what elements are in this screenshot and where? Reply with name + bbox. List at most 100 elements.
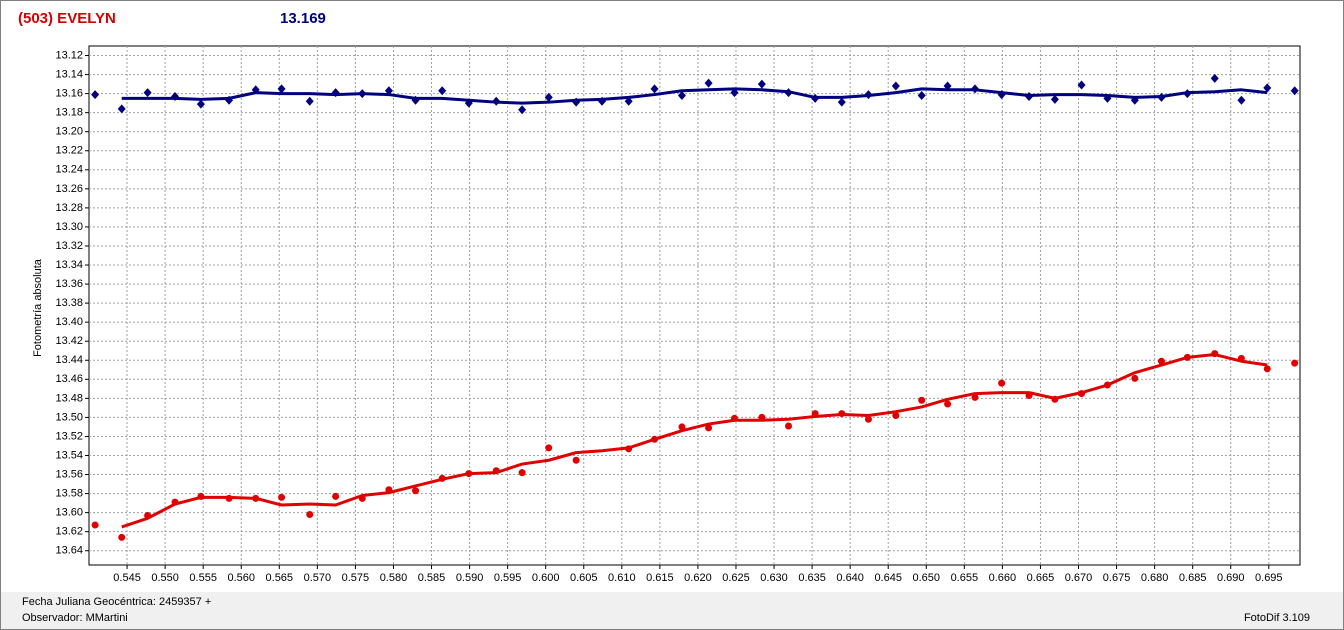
point: [784, 88, 793, 98]
point: [1157, 357, 1165, 365]
point: [918, 396, 926, 404]
footer-bar: [1, 592, 1343, 629]
point: [225, 95, 234, 105]
x-tick-label: 0.630: [760, 572, 788, 584]
point: [892, 411, 900, 419]
y-tick-label: 13.14: [55, 68, 83, 80]
point: [465, 470, 473, 478]
point: [998, 379, 1006, 387]
y-tick-label: 13.34: [55, 259, 83, 271]
y-tick-label: 13.52: [55, 430, 83, 442]
point: [171, 498, 179, 506]
point: [1103, 381, 1111, 389]
x-tick-label: 0.645: [874, 572, 902, 584]
footer-date: Fecha Juliana Geocéntrica: 2459357 +: [22, 596, 211, 608]
chart-subtitle: 13.169: [280, 10, 326, 27]
point: [1130, 95, 1139, 105]
point: [1263, 365, 1271, 373]
point: [1211, 350, 1219, 358]
y-tick-label: 13.12: [55, 49, 83, 61]
x-tick-label: 0.550: [151, 572, 179, 584]
point: [385, 486, 393, 494]
point: [91, 90, 100, 100]
y-tick-label: 13.58: [55, 487, 83, 499]
footer-observer: Observador: MMartini: [22, 612, 128, 624]
x-tick-label: 0.615: [646, 572, 674, 584]
point: [91, 521, 99, 529]
point: [384, 86, 393, 96]
y-tick-label: 13.20: [55, 126, 83, 138]
point: [305, 96, 314, 106]
point: [252, 494, 260, 502]
y-tick-label: 13.64: [55, 545, 83, 557]
y-tick-label: 13.44: [55, 354, 83, 366]
point: [332, 492, 340, 500]
x-tick-label: 0.670: [1065, 572, 1093, 584]
plot-area: [88, 45, 1301, 566]
point: [785, 422, 793, 430]
point: [1025, 91, 1034, 101]
y-tick-label: 13.16: [55, 88, 83, 100]
x-tick-label: 0.695: [1255, 572, 1283, 584]
x-tick-label: 0.575: [342, 572, 370, 584]
point: [864, 90, 873, 100]
point: [358, 494, 366, 502]
point: [251, 85, 260, 95]
point: [438, 474, 446, 482]
y-tick-label: 13.42: [55, 335, 83, 347]
point: [1157, 92, 1166, 102]
point: [650, 84, 659, 94]
point: [306, 511, 314, 519]
point: [572, 97, 581, 107]
point: [518, 469, 526, 477]
point: [331, 88, 340, 98]
y-tick-label: 13.36: [55, 278, 83, 290]
point: [1263, 83, 1272, 93]
x-tick-label: 0.545: [113, 572, 141, 584]
point: [544, 92, 553, 102]
point: [518, 105, 527, 115]
x-tick-label: 0.570: [304, 572, 332, 584]
x-tick-label: 0.560: [227, 572, 255, 584]
point: [678, 423, 686, 431]
point: [971, 393, 979, 401]
chart-title: (503) EVELYN: [18, 10, 116, 27]
point: [225, 494, 233, 502]
y-tick-label: 13.54: [55, 449, 83, 461]
point: [730, 414, 738, 422]
x-tick-label: 0.680: [1141, 572, 1169, 584]
point: [1183, 89, 1192, 99]
point: [143, 88, 152, 98]
point: [1078, 390, 1086, 398]
point: [1210, 73, 1219, 83]
x-tick-label: 0.655: [951, 572, 979, 584]
point: [730, 88, 739, 98]
y-tick-label: 13.30: [55, 221, 83, 233]
footer-software: FotoDif 3.109: [1244, 612, 1310, 624]
point: [1131, 374, 1139, 382]
y-tick-label: 13.56: [55, 468, 83, 480]
point: [545, 444, 553, 452]
point: [864, 415, 872, 423]
y-tick-label: 13.22: [55, 145, 83, 157]
point: [704, 78, 713, 88]
x-tick-label: 0.565: [266, 572, 294, 584]
point: [838, 410, 846, 418]
x-tick-label: 0.610: [608, 572, 636, 584]
point: [757, 79, 766, 89]
point: [492, 96, 501, 106]
y-tick-label: 13.46: [55, 373, 83, 385]
point: [1025, 391, 1033, 399]
x-tick-label: 0.665: [1027, 572, 1055, 584]
point: [1291, 359, 1299, 367]
point: [438, 86, 447, 96]
point: [944, 400, 952, 408]
x-tick-label: 0.585: [418, 572, 446, 584]
y-tick-label: 13.26: [55, 183, 83, 195]
point: [117, 104, 126, 114]
y-axis-label: Fotometría absoluta: [32, 258, 44, 357]
point: [943, 81, 952, 91]
point: [411, 95, 420, 105]
point: [1237, 354, 1245, 362]
